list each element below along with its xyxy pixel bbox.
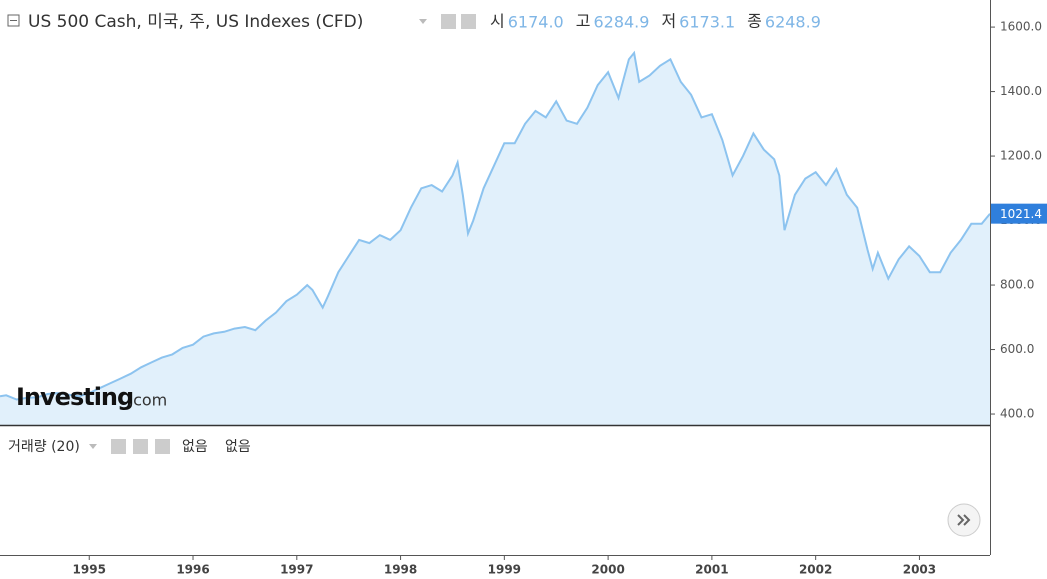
y-tick-label: 1200.0 <box>1000 149 1042 163</box>
x-tick-label: 1996 <box>176 563 209 577</box>
settings-icon[interactable] <box>461 14 476 29</box>
eye-icon[interactable] <box>111 439 126 454</box>
settings-icon[interactable] <box>133 439 148 454</box>
x-tick-label: 1998 <box>384 563 417 577</box>
ohlc-label: 고 <box>576 12 591 31</box>
logo-suffix: .com <box>128 391 167 410</box>
last-price-label: 1021.4 <box>1000 207 1042 221</box>
volume-value: 없음 <box>182 439 208 455</box>
plot-area <box>0 50 991 426</box>
x-tick-label: 2000 <box>591 563 624 577</box>
x-tick-label: 2002 <box>799 563 832 577</box>
ohlc-value: 6248.9 <box>765 13 821 32</box>
last-price-badge <box>991 203 1047 224</box>
y-tick-label: 1600.0 <box>1000 20 1042 34</box>
collapse-icon[interactable] <box>7 14 20 27</box>
dropdown-arrow[interactable] <box>419 19 427 24</box>
x-tick-label: 2001 <box>695 563 728 577</box>
ohlc-label: 저 <box>661 12 676 31</box>
ohlc-label: 시 <box>490 12 505 31</box>
y-tick-label: 600.0 <box>1000 342 1034 356</box>
y-tick-label: 800.0 <box>1000 278 1034 292</box>
x-tick-label: 1999 <box>488 563 521 577</box>
x-tick-label: 1997 <box>280 563 313 577</box>
eye-icon[interactable] <box>441 14 456 29</box>
dropdown-arrow[interactable] <box>89 444 97 449</box>
ohlc-value: 6174.0 <box>508 13 564 32</box>
ohlc-label: 종 <box>747 12 762 31</box>
volume-value: 없음 <box>225 439 251 455</box>
logo-brand: Investing <box>16 383 133 411</box>
x-tick-label: 2003 <box>903 563 936 577</box>
price-line <box>0 50 991 401</box>
scroll-icon <box>957 514 971 526</box>
x-tick-label: 1995 <box>73 563 106 577</box>
y-tick-label: 400.0 <box>1000 407 1034 421</box>
symbol-title[interactable]: US 500 Cash, 미국, 주, US Indexes (CFD) <box>28 12 363 32</box>
ohlc-values: 시 6174.0 고 6284.9 저 6173.1 종 6248.9 <box>490 12 821 32</box>
y-tick-label: 1400.0 <box>1000 84 1042 98</box>
area-fill <box>0 52 990 426</box>
ohlc-value: 6284.9 <box>593 13 649 32</box>
volume-title: 거래량 (20) <box>8 439 80 455</box>
close-icon[interactable] <box>155 439 170 454</box>
ohlc-value: 6173.1 <box>679 13 735 32</box>
